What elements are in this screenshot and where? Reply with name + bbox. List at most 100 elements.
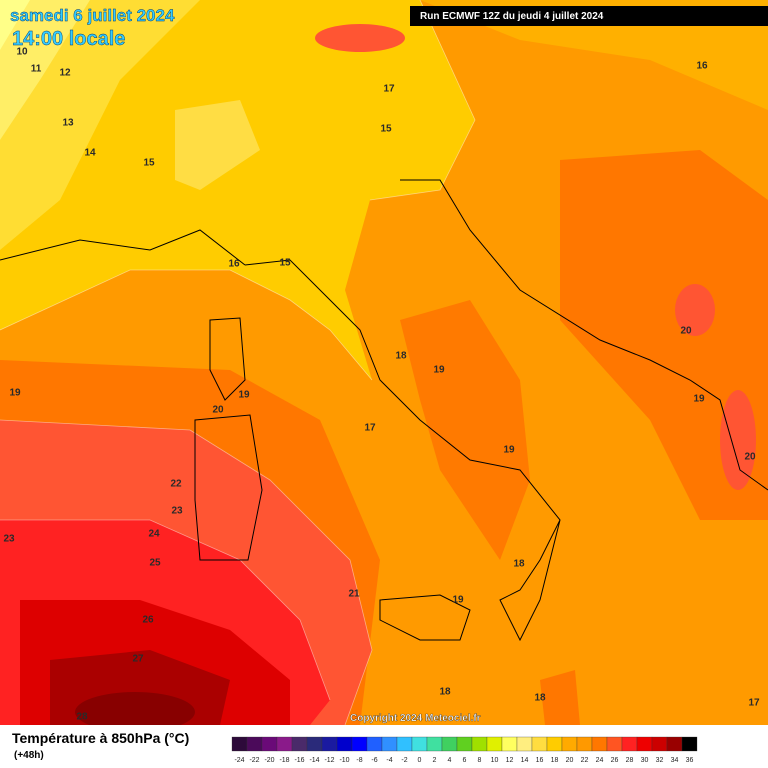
colorbar-tick-label: 16 [536, 757, 544, 764]
colorbar-swatch [366, 736, 383, 752]
colorbar-swatch [636, 736, 653, 752]
colorbar-swatch [546, 736, 563, 752]
contour-label: 25 [149, 558, 161, 569]
colorbar-swatch [576, 736, 593, 752]
colorbar-tick-label: 24 [596, 757, 604, 764]
contour-label: 16 [228, 259, 240, 270]
colorbar-swatch [561, 736, 578, 752]
contour-label: 19 [503, 445, 515, 456]
colorbar-tick-label: 20 [566, 757, 574, 764]
run-info: Run ECMWF 12Z du jeudi 4 juillet 2024 [420, 11, 604, 22]
colorbar-tick-label: -18 [279, 757, 289, 764]
field-19-east [560, 150, 768, 520]
field-28 [75, 692, 195, 732]
contour-label: 17 [364, 423, 376, 434]
contour-label: 22 [170, 479, 182, 490]
contour-label: 15 [143, 158, 155, 169]
contour-label: 20 [680, 326, 692, 337]
contour-label: 17 [748, 698, 760, 709]
coastline-france [0, 229, 246, 266]
colorbar-tick-label: 10 [491, 757, 499, 764]
colorbar-tick-label: 0 [418, 757, 422, 764]
colorbar-tick-label: -20 [264, 757, 274, 764]
contour-label: 20 [744, 452, 756, 463]
contour-label: 12 [59, 68, 71, 79]
colorbar-swatch [531, 736, 548, 752]
contour-label: 11 [31, 64, 42, 75]
colorbar-tick-label: 34 [671, 757, 679, 764]
field-17 [420, 0, 768, 110]
coastline-italy [244, 259, 561, 642]
colorbar-swatch [456, 736, 473, 752]
copyright: Copyright 2024 Meteociel.fr [350, 713, 481, 724]
contour-label: 15 [279, 258, 291, 269]
map-fill [0, 0, 768, 732]
contour-label: 19 [9, 388, 21, 399]
coastline-sicily [379, 594, 471, 641]
contour-label: 19 [693, 394, 705, 405]
contour-label: 18 [395, 351, 407, 362]
colorbar-swatch [591, 736, 608, 752]
colorbar-swatch [501, 736, 518, 752]
colorbar-tick-label: -24 [234, 757, 244, 764]
coastline-corsica [209, 317, 246, 401]
colorbar-tick-label: 28 [626, 757, 634, 764]
colorbar-swatch [651, 736, 668, 752]
isotherm [0, 269, 373, 381]
colorbar-tick-label: -2 [401, 757, 407, 764]
field-19-italy [400, 300, 530, 560]
colorbar-tick-label: -12 [324, 757, 334, 764]
run-banner [410, 6, 768, 26]
field-12 [0, 0, 90, 140]
contour-label: 14 [84, 148, 96, 159]
contour-label: 13 [62, 118, 74, 129]
colorbar-swatch [621, 736, 638, 752]
colorbar: -24 -22 -20 -18 -16 -14 -12 -10 -8 -6 -4 -2 0 2 4 6 8 10 1… [231, 736, 698, 764]
colorbar-swatch [666, 736, 683, 752]
colorbar-swatch [606, 736, 623, 752]
colorbar-swatch [336, 736, 353, 752]
contour-label: 21 [348, 589, 360, 600]
colorbar-swatch [231, 736, 248, 752]
field-16 [0, 0, 475, 380]
contour-label: 28 [76, 712, 88, 723]
contour-label: 20 [212, 405, 224, 416]
colorbar-swatch [351, 736, 368, 752]
contour-label: 23 [3, 534, 15, 545]
contour-label: 18 [439, 687, 451, 698]
isotherm [369, 0, 476, 201]
field-15 [175, 100, 260, 190]
contour-label: 17 [383, 84, 395, 95]
contour-label: 10 [16, 47, 28, 58]
colorbar-swatch [381, 736, 398, 752]
colorbar-tick-label: 22 [581, 757, 589, 764]
colorbar-tick-label: 18 [551, 757, 559, 764]
contour-label: 16 [696, 61, 708, 72]
contour-label: 19 [238, 390, 250, 401]
colorbar-tick-label: 2 [433, 757, 437, 764]
hot-spot-north [315, 24, 405, 52]
contour-label: 19 [452, 595, 464, 606]
colorbar-swatch [291, 736, 308, 752]
colorbar-swatch [426, 736, 443, 752]
contour-label: 15 [380, 124, 392, 135]
coastline-adriatic [400, 179, 768, 491]
colorbar-tick-label: -16 [294, 757, 304, 764]
field-19-south [540, 670, 580, 725]
colorbar-swatch [486, 736, 503, 752]
hot-spot-balkans [675, 284, 715, 336]
colorbar-tick-label: 32 [656, 757, 664, 764]
colorbar-tick-label: 8 [478, 757, 482, 764]
colorbar-swatch [246, 736, 263, 752]
colorbar-tick-label: -14 [309, 757, 319, 764]
contour-label: 24 [148, 529, 160, 540]
colorbar-tick-label: 26 [611, 757, 619, 764]
colorbar-tick-label: 6 [463, 757, 467, 764]
colorbar-swatch [441, 736, 458, 752]
contour-label: 26 [142, 615, 154, 626]
colorbar-swatch [306, 736, 323, 752]
contour-label: 18 [513, 559, 525, 570]
valid-date: samedi 6 juillet 2024 [10, 6, 175, 25]
colorbar-swatch [411, 736, 428, 752]
contour-label: 19 [433, 365, 445, 376]
